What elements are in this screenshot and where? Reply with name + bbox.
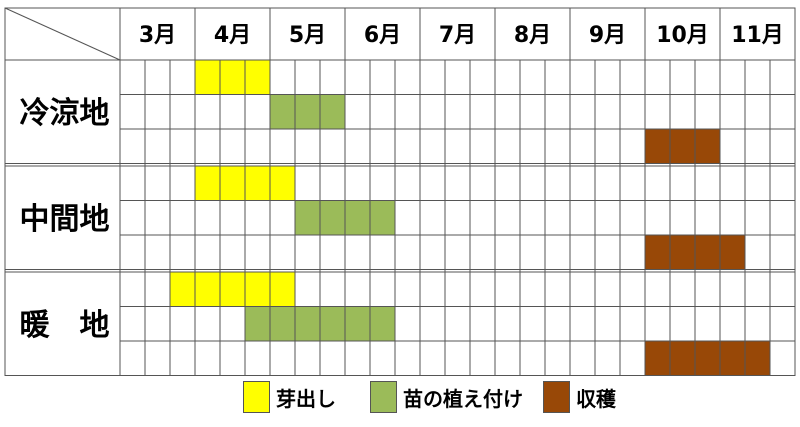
legend-label-transplant: 苗の植え付け [403, 386, 523, 411]
legend-label-harvest: 収穫 [576, 386, 616, 411]
legend-item-sprout: 芽出し [243, 380, 336, 414]
bar-sprout-3 [170, 272, 295, 307]
month-label-7: 7月 [439, 23, 476, 48]
bar-transplant-1 [270, 94, 345, 129]
month-label-6: 6月 [364, 23, 401, 48]
table-border [4, 7, 796, 376]
month-label-5: 5月 [289, 23, 326, 48]
region-label-1: 冷涼地 [20, 96, 110, 131]
month-label-10: 10月 [656, 23, 709, 48]
legend-item-transplant: 苗の植え付け [370, 380, 523, 414]
legend: 芽出し 苗の植え付け 収穫 [0, 380, 800, 420]
month-label-8: 8月 [514, 23, 551, 48]
legend-swatch-transplant [370, 381, 397, 413]
bar-harvest-3 [645, 341, 770, 376]
month-label-9: 9月 [589, 23, 626, 48]
month-label-4: 4月 [214, 23, 251, 48]
legend-item-harvest: 収穫 [543, 380, 616, 414]
legend-swatch-sprout [243, 381, 270, 413]
region-label-3: 暖 地 [20, 308, 110, 343]
region-label-2: 中間地 [20, 202, 110, 237]
corner-diagonal [4, 7, 121, 61]
bar-harvest-1 [645, 129, 720, 164]
legend-swatch-harvest [543, 381, 570, 413]
month-label-11: 11月 [731, 23, 784, 48]
month-label-3: 3月 [139, 23, 176, 48]
bar-sprout-1 [195, 60, 270, 95]
legend-label-sprout: 芽出し [276, 386, 336, 411]
